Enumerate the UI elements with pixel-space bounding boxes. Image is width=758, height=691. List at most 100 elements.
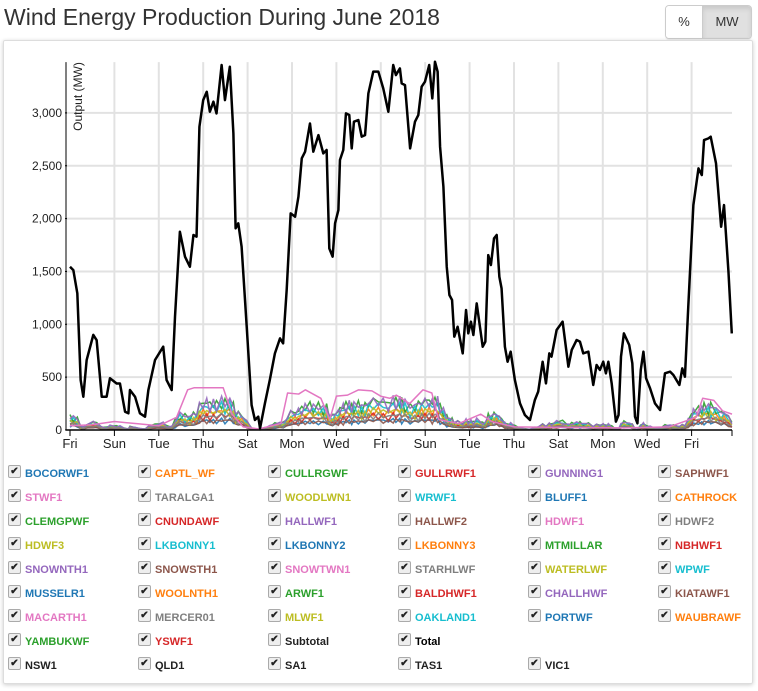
legend-checkbox[interactable]: ✔	[528, 512, 541, 526]
legend-checkbox[interactable]: ✔	[8, 584, 21, 598]
mw-button[interactable]: MW	[703, 6, 751, 38]
legend-checkbox[interactable]: ✔	[398, 512, 411, 526]
legend-checkbox[interactable]: ✔	[528, 536, 541, 550]
legend-item[interactable]: ✔ HALLWF1	[268, 512, 337, 530]
legend-item[interactable]: ✔ BALDHWF1	[398, 584, 477, 602]
legend-item[interactable]: ✔ ARWF1	[268, 584, 324, 602]
legend-item[interactable]: ✔ CATHROCK	[658, 488, 737, 506]
legend-checkbox[interactable]: ✔	[268, 608, 281, 622]
percent-button[interactable]: %	[666, 6, 703, 38]
legend-checkbox[interactable]: ✔	[138, 656, 151, 670]
legend-item[interactable]: ✔ HDWF3	[8, 536, 64, 554]
legend-item[interactable]: ✔ HALLWF2	[398, 512, 467, 530]
legend-item[interactable]: ✔ CLEMGPWF	[8, 512, 89, 530]
legend-item[interactable]: ✔ GULLRWF1	[398, 464, 476, 482]
legend-checkbox[interactable]: ✔	[138, 632, 151, 646]
legend-checkbox[interactable]: ✔	[138, 488, 151, 502]
legend-checkbox[interactable]: ✔	[398, 608, 411, 622]
legend-item[interactable]: ✔ GUNNING1	[528, 464, 603, 482]
legend-checkbox[interactable]: ✔	[398, 584, 411, 598]
legend-item[interactable]: ✔ CULLRGWF	[268, 464, 348, 482]
legend-checkbox[interactable]: ✔	[138, 512, 151, 526]
legend-item[interactable]: ✔ STARHLWF	[398, 560, 475, 578]
legend-item[interactable]: ✔ YAMBUKWF	[8, 632, 89, 650]
legend-checkbox[interactable]: ✔	[8, 488, 21, 502]
legend-item[interactable]: ✔ SNOWSTH1	[138, 560, 217, 578]
legend-item[interactable]: ✔ QLD1	[138, 656, 184, 674]
legend-checkbox[interactable]: ✔	[658, 584, 671, 598]
legend-checkbox[interactable]: ✔	[528, 584, 541, 598]
legend-checkbox[interactable]: ✔	[398, 656, 411, 670]
legend-item[interactable]: ✔ SA1	[268, 656, 306, 674]
legend-checkbox[interactable]: ✔	[268, 536, 281, 550]
legend-item[interactable]: ✔ WRWF1	[398, 488, 456, 506]
legend-item[interactable]: ✔ PORTWF	[528, 608, 593, 626]
legend-item[interactable]: ✔ YSWF1	[138, 632, 193, 650]
legend-checkbox[interactable]: ✔	[8, 632, 21, 646]
legend-item[interactable]: ✔ WOODLWN1	[268, 488, 351, 506]
legend-checkbox[interactable]: ✔	[528, 464, 541, 478]
legend-checkbox[interactable]: ✔	[138, 584, 151, 598]
legend-checkbox[interactable]: ✔	[8, 656, 21, 670]
legend-checkbox[interactable]: ✔	[528, 560, 541, 574]
legend-checkbox[interactable]: ✔	[268, 584, 281, 598]
legend-checkbox[interactable]: ✔	[138, 560, 151, 574]
legend-item[interactable]: ✔ SNOWNTH1	[8, 560, 88, 578]
legend-item[interactable]: ✔ HDWF1	[528, 512, 584, 530]
legend-item[interactable]: ✔ LKBONNY3	[398, 536, 476, 554]
legend-checkbox[interactable]: ✔	[398, 488, 411, 502]
legend-item[interactable]: ✔ NBHWF1	[658, 536, 722, 554]
legend-item[interactable]: ✔ NSW1	[8, 656, 57, 674]
legend-item[interactable]: ✔ Subtotal	[268, 632, 329, 650]
legend-checkbox[interactable]: ✔	[398, 560, 411, 574]
legend-item[interactable]: ✔ LKBONNY2	[268, 536, 346, 554]
legend-item[interactable]: ✔ SAPHWF1	[658, 464, 729, 482]
legend-checkbox[interactable]: ✔	[658, 608, 671, 622]
legend-checkbox[interactable]: ✔	[8, 560, 21, 574]
legend-item[interactable]: ✔ Total	[398, 632, 440, 650]
legend-checkbox[interactable]: ✔	[8, 512, 21, 526]
legend-item[interactable]: ✔ WAUBRAWF	[658, 608, 741, 626]
legend-checkbox[interactable]: ✔	[8, 608, 21, 622]
legend-checkbox[interactable]: ✔	[268, 632, 281, 646]
legend-checkbox[interactable]: ✔	[138, 536, 151, 550]
legend-checkbox[interactable]: ✔	[398, 632, 411, 646]
legend-checkbox[interactable]: ✔	[8, 536, 21, 550]
legend-checkbox[interactable]: ✔	[138, 464, 151, 478]
legend-checkbox[interactable]: ✔	[138, 608, 151, 622]
legend-item[interactable]: ✔ WPWF	[658, 560, 710, 578]
legend-item[interactable]: ✔ MLWF1	[268, 608, 324, 626]
legend-item[interactable]: ✔ LKBONNY1	[138, 536, 216, 554]
legend-checkbox[interactable]: ✔	[268, 512, 281, 526]
legend-item[interactable]: ✔ WOOLNTH1	[138, 584, 218, 602]
legend-checkbox[interactable]: ✔	[528, 608, 541, 622]
legend-checkbox[interactable]: ✔	[398, 464, 411, 478]
legend-item[interactable]: ✔ CHALLHWF	[528, 584, 607, 602]
legend-checkbox[interactable]: ✔	[658, 536, 671, 550]
legend-item[interactable]: ✔ CNUNDAWF	[138, 512, 219, 530]
legend-item[interactable]: ✔ MERCER01	[138, 608, 215, 626]
legend-item[interactable]: ✔ KIATAWF1	[658, 584, 730, 602]
legend-checkbox[interactable]: ✔	[528, 656, 541, 670]
legend-checkbox[interactable]: ✔	[268, 464, 281, 478]
legend-checkbox[interactable]: ✔	[268, 560, 281, 574]
legend-checkbox[interactable]: ✔	[268, 488, 281, 502]
legend-checkbox[interactable]: ✔	[658, 512, 671, 526]
legend-checkbox[interactable]: ✔	[398, 536, 411, 550]
legend-checkbox[interactable]: ✔	[268, 656, 281, 670]
legend-item[interactable]: ✔ OAKLAND1	[398, 608, 476, 626]
legend-checkbox[interactable]: ✔	[8, 464, 21, 478]
legend-item[interactable]: ✔ TARALGA1	[138, 488, 214, 506]
legend-item[interactable]: ✔ MTMILLAR	[528, 536, 602, 554]
legend-item[interactable]: ✔ HDWF2	[658, 512, 714, 530]
legend-item[interactable]: ✔ BOCORWF1	[8, 464, 89, 482]
legend-item[interactable]: ✔ CAPTL_WF	[138, 464, 215, 482]
legend-item[interactable]: ✔ MUSSELR1	[8, 584, 85, 602]
legend-item[interactable]: ✔ MACARTH1	[8, 608, 87, 626]
legend-checkbox[interactable]: ✔	[528, 488, 541, 502]
legend-item[interactable]: ✔ STWF1	[8, 488, 62, 506]
legend-item[interactable]: ✔ WATERLWF	[528, 560, 607, 578]
legend-checkbox[interactable]: ✔	[658, 560, 671, 574]
legend-checkbox[interactable]: ✔	[658, 488, 671, 502]
legend-item[interactable]: ✔ TAS1	[398, 656, 442, 674]
